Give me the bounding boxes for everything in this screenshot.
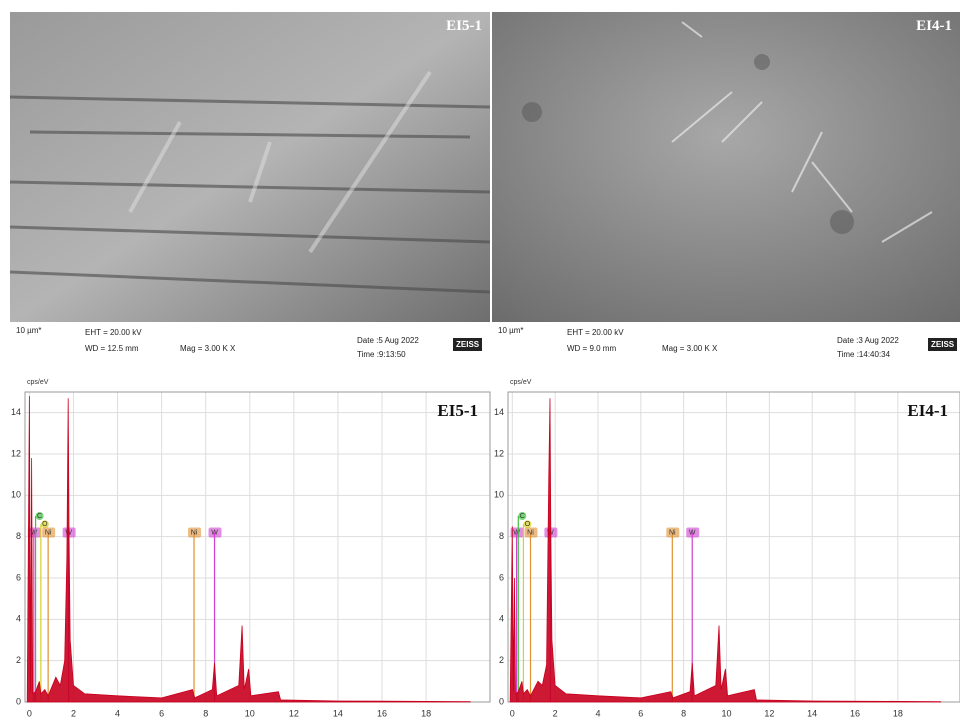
element-label: Ni [527,529,534,536]
x-tick-label: 2 [71,708,76,718]
spectra: 0 2 4 6 8 10 12 14 16 1802468101214cps/eVEI5-1WCO… [11,379,960,718]
x-tick-label: 18 [421,708,431,718]
sem-texture [492,12,960,322]
sem-texture [10,12,490,322]
wd: WD = 12.5 mm [85,344,139,353]
scale: 10 µm* [498,326,524,335]
sem-image: EI4-1 10 µm* EHT = 20.00 kV WD = 9.0 mm … [492,12,960,370]
plot-frame [507,391,960,703]
element-badge [686,527,700,538]
y-tick-label: 12 [494,448,504,458]
mag: Mag = 3.00 K X [180,344,236,353]
x-tick-label: 16 [377,708,387,718]
element-badge [208,527,222,538]
y-tick-label: 14 [11,407,21,417]
x-tick-label: 4 [595,708,600,718]
x-tick-label: 0 [27,708,32,718]
element-label: W [211,529,218,536]
x-tick-label: 8 [681,708,686,718]
y-axis-label: cps/eV [510,379,532,386]
y-tick-label: 0 [499,696,504,706]
brand: ZEISS [453,338,483,351]
element-badge [666,527,680,538]
element-badge [42,527,56,538]
chart-title: EI5-1 [437,401,478,420]
element-label: W [513,529,520,536]
element-label: O [42,521,48,528]
y-axis-label: cps/eV [27,379,49,386]
x-tick-label: 10 [245,708,255,718]
time: Time :14:40:34 [837,350,891,359]
element-badge [524,527,538,538]
spectrum [509,398,942,703]
element-badge [40,520,49,529]
element-label: Ni [45,529,52,536]
y-tick-label: 2 [16,655,21,665]
element-badge [188,527,202,538]
element-label: C [520,513,525,520]
y-tick-label: 0 [16,696,21,706]
element-badge [510,527,524,538]
info-bar: 10 µm* EHT = 20.00 kV WD = 9.0 mm Mag = … [492,322,960,370]
wd: WD = 9.0 mm [567,344,617,353]
y-tick-label: 8 [499,531,504,541]
x-tick-label: 16 [850,708,860,718]
y-tick-label: 14 [494,407,504,417]
sem-image: EI5-1 10 µm* EHT = 20.00 kV WD = 12.5 mm… [10,12,490,370]
element-label: W [31,529,38,536]
x-tick-label: 6 [159,708,164,718]
x-tick-label: 18 [893,708,903,718]
y-tick-label: 12 [11,448,21,458]
date: Date :5 Aug 2022 [357,336,419,345]
brand: ZEISS [928,338,958,351]
y-tick-label: 4 [499,614,504,624]
scale: 10 µm* [16,326,42,335]
x-tick-label: 14 [807,708,817,718]
element-badge [35,512,44,520]
spectrum [26,396,471,703]
chart-title: EI4-1 [907,401,948,420]
time: Time :9:13:50 [357,350,406,359]
x-tick-label: 12 [289,708,299,718]
element-label: C [37,513,42,520]
element-label: O [525,521,531,528]
x-tick-label: 6 [638,708,643,718]
eht: EHT = 20.00 kV [567,328,624,337]
x-tick-label: 14 [333,708,343,718]
mag: Mag = 3.00 K X [662,344,718,353]
y-tick-label: 6 [499,572,504,582]
image-label: EI5-1 [446,18,482,34]
plot-frame [24,391,491,703]
element-label: W [689,529,696,536]
x-tick-label: 10 [721,708,731,718]
eht: EHT = 20.00 kV [85,328,142,337]
y-tick-label: 6 [16,572,21,582]
y-tick-label: 2 [499,655,504,665]
y-tick-label: 10 [11,490,21,500]
y-tick-label: 4 [16,614,21,624]
element-badge [518,512,527,520]
info-bar: 10 µm* EHT = 20.00 kV WD = 12.5 mm Mag =… [10,322,490,370]
element-label: Ni [669,529,676,536]
element-badge [523,520,532,529]
y-tick-label: 8 [16,531,21,541]
y-tick-label: 10 [494,490,504,500]
element-label: Ni [191,529,198,536]
x-tick-label: 4 [115,708,120,718]
x-tick-label: 8 [203,708,208,718]
date: Date :3 Aug 2022 [837,336,899,345]
image-label: EI4-1 [916,18,952,34]
x-tick-label: 12 [764,708,774,718]
x-tick-label: 2 [553,708,558,718]
x-tick-label: 0 [510,708,515,718]
